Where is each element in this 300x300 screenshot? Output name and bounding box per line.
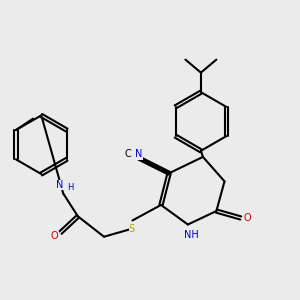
Text: O: O [243, 213, 251, 223]
Text: O: O [51, 231, 59, 241]
Text: S: S [129, 224, 135, 234]
Text: NH: NH [184, 230, 199, 240]
Text: H: H [68, 183, 74, 192]
Text: N: N [56, 180, 64, 190]
Text: N: N [135, 149, 143, 160]
Text: C: C [124, 149, 131, 160]
